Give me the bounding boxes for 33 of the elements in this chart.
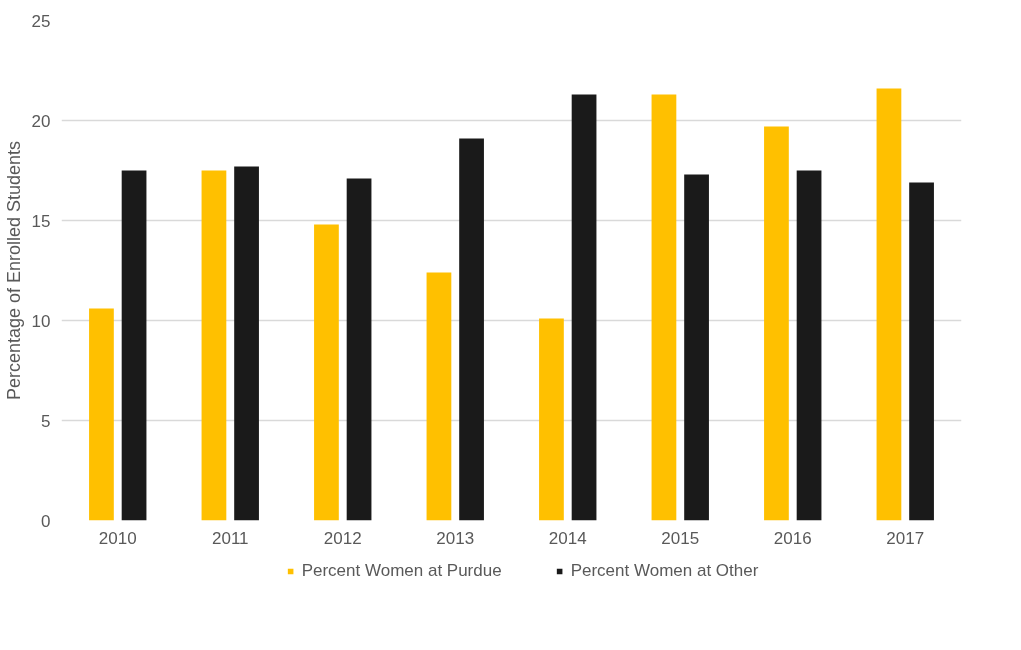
bar — [764, 126, 789, 521]
y-axis-title: Percentage of Enrolled Students — [3, 140, 24, 401]
y-tick-label: 15 — [31, 211, 51, 231]
x-tick-label: 2011 — [211, 528, 249, 548]
bar — [539, 318, 564, 521]
bar — [314, 224, 339, 521]
bar — [876, 88, 902, 521]
bar — [571, 94, 597, 521]
x-tick-label: 2014 — [548, 528, 587, 548]
bar — [121, 170, 147, 521]
x-tick-label: 2010 — [98, 528, 137, 548]
bar — [459, 138, 484, 521]
bar — [684, 174, 709, 521]
x-tick-label: 2012 — [323, 528, 362, 548]
y-tick-label: 5 — [41, 411, 51, 431]
y-tick-label: 0 — [41, 511, 51, 531]
y-tick-label: 10 — [31, 311, 51, 331]
bar — [651, 94, 677, 521]
x-tick-label: 2015 — [661, 528, 700, 548]
bar — [909, 182, 934, 521]
bar — [201, 170, 227, 521]
x-tick-label: 2013 — [436, 528, 475, 548]
bar — [796, 170, 822, 521]
x-tick-label: 2016 — [773, 528, 812, 548]
y-tick-label: 20 — [31, 111, 51, 131]
legend-label: Percent Women at Purdue — [301, 561, 502, 581]
bar — [234, 166, 259, 521]
bar — [89, 308, 114, 521]
x-tick-label: 2017 — [886, 528, 925, 548]
bar — [426, 272, 452, 521]
y-tick-label: 25 — [31, 11, 51, 31]
legend-label: Percent Women at Other — [570, 561, 759, 581]
bar — [346, 178, 372, 521]
